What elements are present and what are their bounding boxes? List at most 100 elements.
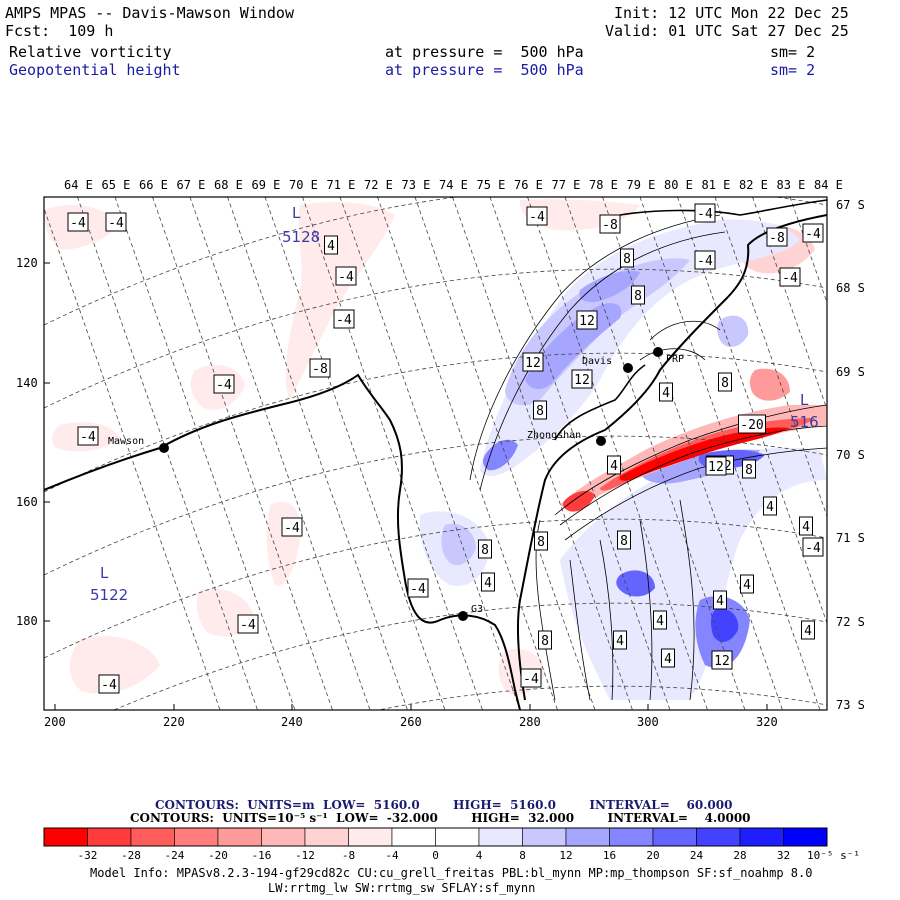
contour-lines xyxy=(469,214,827,701)
station-label-zhongshan: Zhongshan xyxy=(527,430,581,441)
svg-text:-4: -4 xyxy=(338,270,354,285)
colorbar-tick-label: 8 xyxy=(519,849,526,862)
latitude-line xyxy=(44,435,827,576)
svg-text:8: 8 xyxy=(634,289,642,304)
colorbar-tick-label: 0 xyxy=(432,849,439,862)
contour-value-box: 4 xyxy=(740,574,754,594)
x-grid-label: 320 xyxy=(756,715,778,729)
shading-negative xyxy=(749,368,790,401)
lon-label: 82 E xyxy=(739,178,768,192)
colorbar-tick-label: 32 xyxy=(777,849,790,862)
svg-text:8: 8 xyxy=(623,252,631,267)
contour-value-box: 4 xyxy=(661,648,675,668)
colorbar-swatch xyxy=(478,827,523,847)
colorbar-swatch xyxy=(43,827,88,847)
contour-value-box: -4 xyxy=(407,578,429,598)
lat-label: 68 S xyxy=(836,281,865,295)
x-grid-label: 300 xyxy=(637,715,659,729)
colorbar-tick-label: -4 xyxy=(385,849,399,862)
contour-value-box: -4 xyxy=(520,668,542,688)
svg-text:4: 4 xyxy=(656,614,664,629)
contour-value-box: -4 xyxy=(694,203,716,223)
latitude-line xyxy=(44,352,827,493)
lat-label: 72 S xyxy=(836,615,865,629)
lon-label: 72 E xyxy=(364,178,393,192)
lon-label: 78 E xyxy=(589,178,618,192)
contour-value-box: -8 xyxy=(599,214,621,234)
contour-value-box: 4 xyxy=(801,620,815,640)
svg-text:8: 8 xyxy=(541,634,549,649)
contour-value-box: -4 xyxy=(526,206,548,226)
lon-label: 67 E xyxy=(177,178,206,192)
low-center-letter: L xyxy=(100,564,109,582)
x-grid-label: 280 xyxy=(519,715,541,729)
low-center-value: 516 xyxy=(790,413,819,431)
contour-value-box: -8 xyxy=(309,358,331,378)
x-grid-label: 200 xyxy=(44,715,66,729)
svg-text:-4: -4 xyxy=(697,207,713,222)
lat-label: 67 S xyxy=(836,198,865,212)
model-info-line1: Model Info: MPASv8.2.3-194-gf29cd82c CU:… xyxy=(90,866,813,880)
colorbar-swatch xyxy=(348,827,393,847)
svg-text:8: 8 xyxy=(481,543,489,558)
lon-label: 76 E xyxy=(514,178,543,192)
lat-lon-grid xyxy=(44,197,827,710)
shading-negative-strong xyxy=(562,490,595,512)
contour-value-box: 4 xyxy=(659,382,673,402)
svg-text:8: 8 xyxy=(745,463,753,478)
svg-text:4: 4 xyxy=(716,594,724,609)
svg-text:12: 12 xyxy=(525,356,541,371)
contour-label-boxes: -4 -4 4 -4 -4 -4 -8 -4 -4 -4 -4 -4 -4 -4 -8 -4 8 -4 8 12 12 1… xyxy=(67,203,824,694)
shading-positive xyxy=(483,439,518,471)
colorbar-tick-label: -32 xyxy=(78,849,98,862)
svg-text:8: 8 xyxy=(620,534,628,549)
contour-value-box: 12 xyxy=(576,310,598,330)
contour-value-box: -4 xyxy=(335,266,357,286)
svg-text:4: 4 xyxy=(484,576,492,591)
colorbar-tick-label: 24 xyxy=(690,849,704,862)
svg-text:-8: -8 xyxy=(769,231,785,246)
svg-text:-4: -4 xyxy=(697,254,713,269)
colorbar-tick-label: -28 xyxy=(121,849,141,862)
longitude-labels: 64 E 65 E 66 E 67 E 68 E 69 E 70 E 71 E 72 E 73 E… xyxy=(64,178,843,192)
lon-label: 81 E xyxy=(702,178,731,192)
colorbar-swatch xyxy=(696,827,741,847)
svg-text:-4: -4 xyxy=(80,430,96,445)
contour-info-vorticity: CONTOURS: UNITS=10⁻⁵ s⁻¹ LOW= -32.000 HI… xyxy=(130,811,751,825)
station-label-davis: Davis xyxy=(582,356,612,367)
svg-text:-8: -8 xyxy=(312,362,328,377)
x-grid-label: 240 xyxy=(281,715,303,729)
colorbar-unit: 10⁻⁵ s⁻¹ xyxy=(807,849,860,862)
latitude-line xyxy=(44,197,827,326)
latitude-line xyxy=(44,268,827,409)
colorbar: -32 -28 -24 -20 -16 -12 -8 -4 0 4 8 12 16 20 24 28 32 10⁻… xyxy=(43,827,860,862)
svg-text:4: 4 xyxy=(327,239,335,254)
lon-label: 71 E xyxy=(327,178,356,192)
colorbar-swatch xyxy=(217,827,262,847)
svg-text:4: 4 xyxy=(616,634,624,649)
contour-value-box: -4 xyxy=(213,374,235,394)
shading-negative xyxy=(69,636,160,694)
contour-value-box: 4 xyxy=(324,235,338,255)
station-label-progress: PRP xyxy=(666,354,684,365)
svg-text:-4: -4 xyxy=(529,210,545,225)
plot-frame xyxy=(43,196,828,711)
svg-text:-4: -4 xyxy=(336,313,352,328)
contour-info-height: CONTOURS: UNITS=m LOW= 5160.0 HIGH= 5160… xyxy=(155,798,733,812)
colorbar-tick-label: -24 xyxy=(165,849,185,862)
svg-text:4: 4 xyxy=(610,459,618,474)
latitude-line xyxy=(44,518,827,659)
svg-text:-4: -4 xyxy=(523,672,539,687)
y-grid-label: 180 xyxy=(16,614,38,628)
lat-label: 71 S xyxy=(836,531,865,545)
field2-smoothing: sm= 2 xyxy=(770,61,816,79)
contour-value-box: -4 xyxy=(333,309,355,329)
lon-label: 77 E xyxy=(552,178,581,192)
colorbar-tick-label: -12 xyxy=(295,849,315,862)
station-dot-g3 xyxy=(458,611,468,621)
lon-label: 69 E xyxy=(252,178,281,192)
contour-value-box: 4 xyxy=(613,630,627,650)
colorbar-swatch xyxy=(783,827,828,847)
svg-text:8: 8 xyxy=(536,404,544,419)
